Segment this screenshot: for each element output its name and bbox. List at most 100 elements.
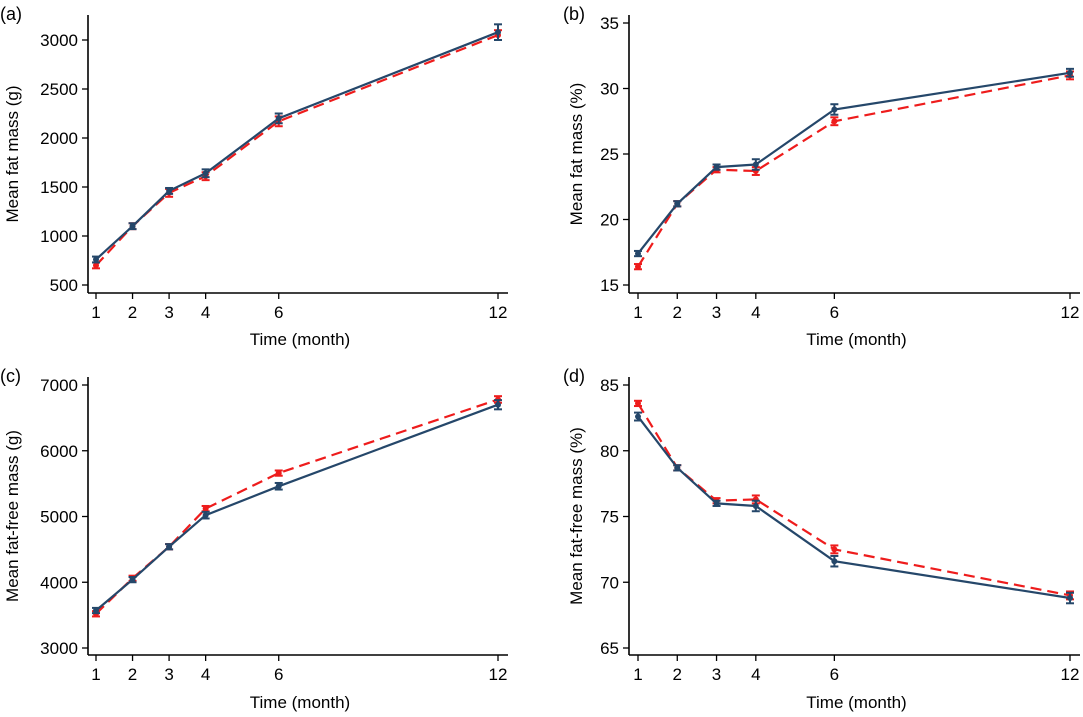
x-tick-label: 6 — [274, 665, 283, 684]
data-point — [93, 262, 99, 269]
x-tick-label: 2 — [128, 303, 137, 322]
series-line — [637, 74, 1071, 268]
data-point — [202, 505, 209, 512]
data-point — [831, 118, 838, 125]
y-tick-label: 4000 — [40, 573, 78, 592]
x-tick-label: 4 — [751, 303, 760, 322]
x-tick-label: 3 — [164, 665, 173, 684]
data-point — [752, 161, 759, 168]
data-point — [129, 223, 136, 230]
data-point — [831, 546, 838, 553]
data-point — [713, 500, 720, 507]
data-point — [752, 502, 759, 509]
x-tick-label: 3 — [712, 665, 721, 684]
x-axis-title: Time (month) — [250, 693, 350, 712]
data-point — [275, 483, 282, 490]
data-point — [635, 400, 641, 407]
data-point — [275, 470, 282, 477]
x-tick-label: 2 — [673, 303, 682, 322]
data-point — [674, 464, 681, 471]
panel-label: (a) — [0, 4, 22, 24]
series-line — [95, 403, 499, 612]
y-tick-label: 1500 — [40, 178, 78, 197]
x-tick-label: 4 — [201, 665, 210, 684]
data-point — [831, 106, 838, 113]
series-blue-solid — [92, 23, 502, 264]
data-point — [1067, 595, 1073, 602]
x-tick-label: 12 — [489, 303, 508, 322]
panel-label: (c) — [0, 366, 21, 386]
data-point — [674, 200, 681, 207]
x-tick-label: 2 — [128, 665, 137, 684]
x-tick-label: 12 — [489, 665, 508, 684]
y-tick-label: 7000 — [40, 376, 78, 395]
x-tick-label: 12 — [1061, 303, 1080, 322]
series-line — [95, 34, 499, 267]
series-line — [637, 402, 1071, 597]
series-blue-solid — [634, 411, 1074, 605]
y-tick-label: 85 — [600, 376, 619, 395]
y-tick-label: 70 — [600, 573, 619, 592]
x-axis-title: Time (month) — [806, 693, 906, 712]
x-tick-label: 4 — [201, 303, 210, 322]
x-tick-label: 1 — [91, 303, 100, 322]
series-blue-solid — [634, 67, 1074, 258]
x-tick-label: 6 — [274, 303, 283, 322]
y-tick-label: 25 — [600, 145, 619, 164]
y-tick-label: 3000 — [40, 639, 78, 658]
y-axis-title: Mean fat-free mass (%) — [567, 427, 586, 605]
series-red-dashed — [92, 29, 502, 270]
data-point — [129, 576, 136, 583]
x-axis-title: Time (month) — [250, 330, 350, 349]
data-point — [202, 170, 209, 177]
y-axis-title: Mean fat mass (g) — [3, 86, 22, 223]
data-point — [93, 256, 99, 263]
series-line — [637, 71, 1071, 255]
y-axis-title: Mean fat mass (%) — [567, 83, 586, 226]
data-point — [635, 263, 641, 270]
x-tick-label: 3 — [164, 303, 173, 322]
y-axis-title: Mean fat-free mass (g) — [3, 430, 22, 602]
data-point — [495, 29, 501, 36]
x-tick-label: 1 — [633, 303, 642, 322]
x-tick-label: 4 — [751, 665, 760, 684]
y-tick-label: 2500 — [40, 80, 78, 99]
y-tick-label: 20 — [600, 211, 619, 230]
series-red-dashed — [92, 395, 502, 618]
y-tick-label: 5000 — [40, 508, 78, 527]
y-tick-label: 35 — [600, 14, 619, 33]
x-tick-label: 6 — [830, 303, 839, 322]
y-tick-label: 65 — [600, 639, 619, 658]
data-point — [202, 512, 209, 519]
x-tick-label: 6 — [830, 665, 839, 684]
data-point — [166, 543, 173, 550]
data-point — [831, 558, 838, 565]
x-tick-label: 1 — [633, 665, 642, 684]
data-point — [495, 401, 501, 408]
y-tick-label: 2000 — [40, 129, 78, 148]
y-tick-label: 1000 — [40, 227, 78, 246]
x-tick-label: 3 — [712, 303, 721, 322]
data-point — [275, 115, 282, 122]
data-point — [166, 187, 173, 194]
series-red-dashed — [634, 399, 1074, 601]
x-tick-label: 1 — [91, 665, 100, 684]
x-axis-title: Time (month) — [806, 330, 906, 349]
series-red-dashed — [634, 70, 1074, 271]
series-line — [95, 398, 499, 615]
series-blue-solid — [92, 399, 502, 615]
y-tick-label: 500 — [50, 276, 78, 295]
y-tick-label: 75 — [600, 508, 619, 527]
y-tick-label: 3000 — [40, 31, 78, 50]
data-point — [635, 250, 641, 257]
x-tick-label: 12 — [1061, 665, 1080, 684]
panel-label: (d) — [563, 366, 585, 386]
series-line — [95, 31, 499, 261]
data-point — [93, 607, 99, 614]
data-point — [713, 164, 720, 171]
